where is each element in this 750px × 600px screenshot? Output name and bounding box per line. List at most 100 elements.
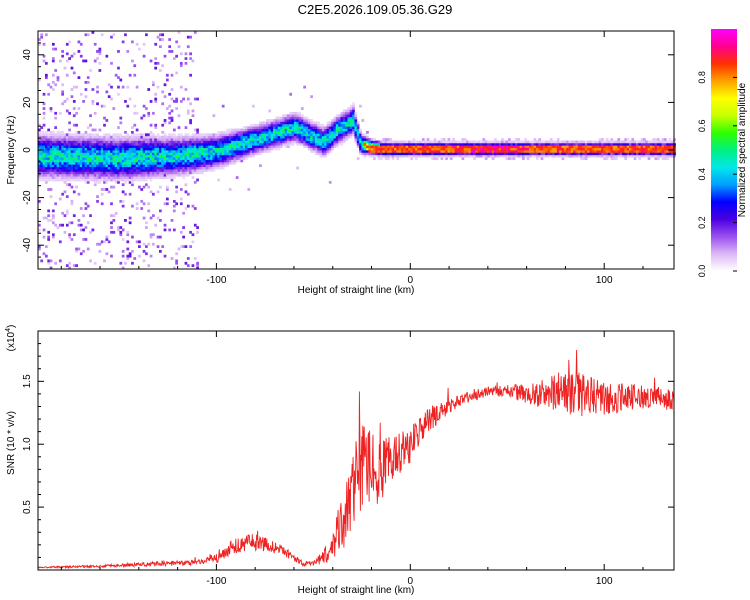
spectrogram-cell [68,40,71,44]
spectrogram-cell [140,116,144,120]
spectrogram-cell [133,104,137,108]
spectrogram-cell [247,145,251,149]
spectrogram-cell [282,142,286,146]
spectrogram-cell [63,190,67,194]
spectrogram-cell [356,126,360,129]
spectrogram-cell [70,159,74,163]
spectrogram-cell [51,178,55,182]
spectrogram-cell [38,223,41,227]
spectrogram-cell [182,211,185,215]
spectrogram-cell [521,145,525,149]
spectrogram-cell [396,150,400,153]
spectrogram-cell [140,169,144,172]
spectrogram-cell [126,159,130,163]
spectrogram-cell [65,211,69,215]
spectrogram-cell [328,121,332,125]
spectrogram-cell [286,121,290,125]
spectrogram-cell [228,150,232,153]
spectrogram-cell [310,123,313,127]
spectrogram-cell [161,176,165,179]
spectrogram-cell [403,140,407,144]
spectrogram-cell [321,152,325,156]
spectrogram-cell [608,145,611,149]
spectrogram-cell [184,166,188,170]
spectrogram-cell [159,176,162,179]
spectrogram-cell [282,121,286,125]
spectrogram-cell [268,121,272,125]
spectrogram-cell [77,247,81,251]
spectrogram-cell [205,166,209,170]
spectrogram-cell [512,140,516,144]
spectrogram-cell [496,142,500,146]
spectrogram-cell [135,150,139,153]
spectrogram-cell [612,147,616,151]
spectrogram-cell [49,164,53,168]
snr-y-axis: 0.51.01.5 [22,343,674,558]
spectrogram-cell [96,242,99,246]
spectrogram-cell [219,133,223,137]
spectrogram-cell [573,150,576,153]
spectrogram-cell [165,159,169,163]
spectrogram-cell [624,145,628,149]
spectrogram-cell [245,140,248,144]
spectrogram-cell [175,100,179,103]
spectrogram-cell [47,166,51,170]
spectrogram-cell [163,83,167,87]
spectrogram-cell [303,142,306,146]
spectrogram-cell [154,140,158,144]
spectrogram-cell [240,157,244,160]
spectrogram-cell [156,135,160,139]
spectrogram-cell [598,145,602,149]
spectrogram-cell [617,140,621,144]
spectrogram-cell [261,121,265,125]
spectrogram-cell [568,142,572,146]
spectrogram-cell [345,135,348,139]
spectrogram-cell [58,152,62,156]
spectrogram-cell [654,157,658,160]
spectrogram-cell [142,178,146,182]
spectrogram-cell [312,150,316,153]
spectrogram-cell [366,135,369,139]
spectrogram-cell [70,164,74,168]
spectrogram-cell [40,133,44,137]
spectrogram-cell [112,157,116,160]
spectrogram-cell [366,152,369,156]
spectrogram-cell [38,42,41,46]
spectrogram-cell [245,138,248,141]
spectrogram-cell [649,154,653,158]
spectrogram-cell [126,247,130,251]
spectrogram-cell [291,135,295,139]
spectrogram-cell [300,138,304,141]
spectrogram-cell [40,157,44,160]
spectrogram-cell [526,152,530,156]
spectrogram-cell [107,83,111,87]
spectrogram-cell [205,157,209,160]
spectrogram-cell [559,152,562,156]
spectrogram-cell [286,138,290,141]
spectrogram-cell [179,140,183,144]
spectrogram-cell [217,147,220,151]
spectrogram-cell [149,59,153,63]
spectrogram-cell [219,150,223,153]
spectrogram-cell [93,178,97,182]
spectrogram-cell [44,180,48,184]
spectrogram-cell [263,126,267,129]
spectrogram-cell [70,221,74,225]
spectrogram-cell [103,138,106,141]
spectrogram-cell [124,157,127,160]
spectrogram-cell [259,138,262,141]
spectrogram-cell [159,38,162,41]
spectrogram-cell [361,140,365,144]
spectrogram-cell [596,140,600,144]
spectrogram-cell [214,161,218,165]
spectrogram-cell [161,64,165,68]
spectrogram-cell [224,161,227,165]
spectrogram-cell [165,145,169,149]
spectrogram-cell [577,150,581,153]
spectrogram-cell [103,116,106,120]
spectrogram-cell [314,150,318,153]
spectrogram-cell [142,185,146,189]
spectrogram-cell [138,178,141,182]
spectrogram-cell [279,142,283,146]
spectrogram-cell [540,154,544,158]
